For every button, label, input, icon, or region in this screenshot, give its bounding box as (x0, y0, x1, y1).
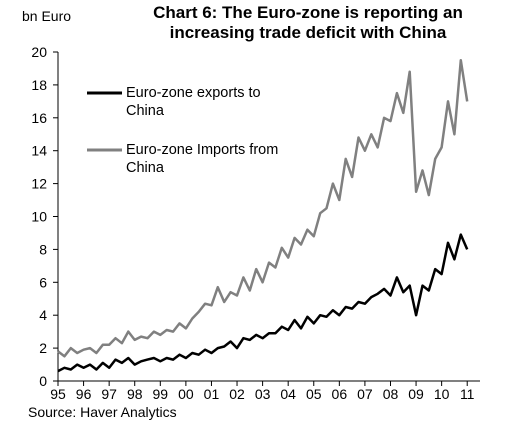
x-tick-label: 03 (255, 386, 271, 402)
x-tick-label: 00 (178, 386, 194, 402)
chart-title: Chart 6: The Euro-zone is reporting an i… (153, 3, 463, 42)
x-tick-label: 10 (434, 386, 450, 402)
x-tick-label: 05 (306, 386, 322, 402)
series-line-euro-zone-imports-from-china (57, 58, 469, 358)
x-axis-ticks: 95 96 97 98 99 00 01 02 03 04 05 06 07 08 09 10 11 (50, 381, 475, 402)
y-tick-label: 0 (39, 373, 47, 389)
y-tick-label: 8 (39, 241, 47, 257)
series-lines (57, 58, 469, 373)
x-tick-label: 99 (153, 386, 169, 402)
legend-label-euro-zone-exports-to-china: China (126, 103, 165, 119)
x-tick-label: 97 (101, 386, 117, 402)
y-tick-label: 10 (31, 209, 47, 225)
chart-axes (57, 52, 480, 382)
x-tick-label: 06 (332, 386, 348, 402)
y-tick-label: 4 (39, 307, 47, 323)
source-note: Source: Haver Analytics (28, 404, 177, 420)
y-tick-label: 2 (39, 340, 47, 356)
y-tick-label: 14 (31, 143, 47, 159)
y-tick-label: 20 (31, 44, 47, 60)
y-tick-label: 16 (31, 110, 47, 126)
legend-label-euro-zone-exports-to-china: Euro-zone exports to (126, 85, 261, 101)
x-tick-label: 04 (280, 386, 296, 402)
legend-label-euro-zone-imports-from-china: Euro-zone Imports from (126, 142, 278, 158)
y-tick-label: 6 (39, 274, 47, 290)
legend-label-euro-zone-imports-from-china: China (126, 160, 165, 176)
x-tick-label: 08 (383, 386, 399, 402)
x-tick-label: 09 (408, 386, 424, 402)
x-tick-label: 96 (76, 386, 92, 402)
y-tick-label: 12 (31, 176, 47, 192)
x-tick-label: 02 (229, 386, 245, 402)
y-axis-unit-label: bn Euro (22, 8, 72, 24)
y-axis-ticks: 0 2 4 6 8 10 12 14 16 18 20 (31, 44, 58, 389)
chart-legend: Euro-zone exports to China Euro-zone Impor… (87, 85, 278, 176)
x-tick-label: 07 (357, 386, 373, 402)
x-tick-label: 95 (50, 386, 66, 402)
y-tick-label: 18 (31, 77, 47, 93)
x-tick-label: 98 (127, 386, 143, 402)
x-tick-label: 11 (460, 386, 475, 402)
series-line-euro-zone-exports-to-china (57, 233, 469, 373)
x-tick-label: 01 (204, 386, 220, 402)
